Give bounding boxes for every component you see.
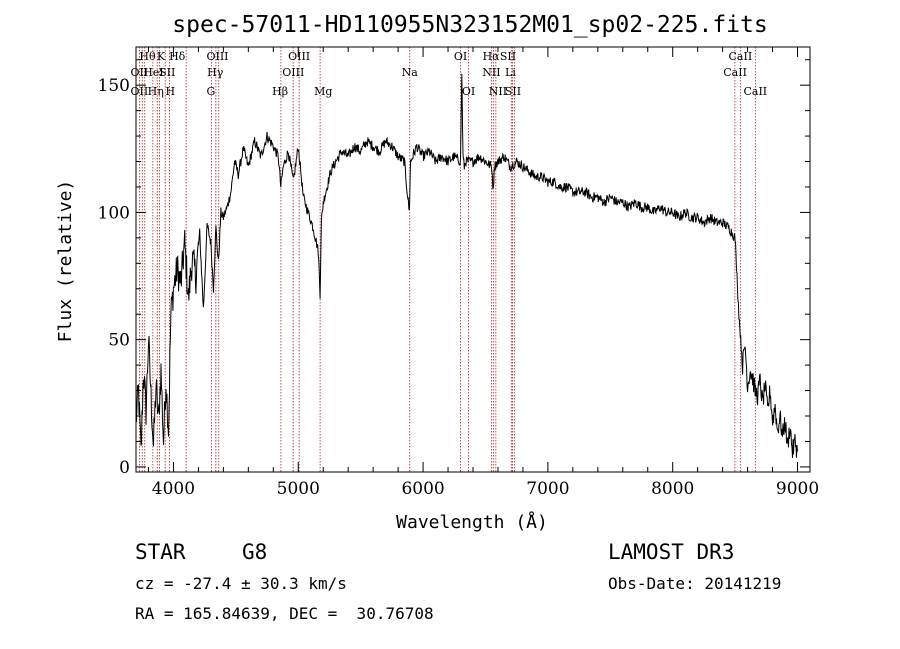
spectral-line-label: H xyxy=(166,85,176,98)
spectral-line-label: Hα xyxy=(483,50,501,63)
y-tick-label: 0 xyxy=(119,458,130,478)
spectral-line-label: OII xyxy=(131,85,149,98)
y-tick-label: 50 xyxy=(108,331,130,351)
axis-ticks xyxy=(136,47,810,472)
spectral-line-label: CaII xyxy=(723,66,747,79)
y-tick-label: 100 xyxy=(98,203,130,223)
spectral-line-label: OI xyxy=(454,50,467,63)
spectral-line-label: CaII xyxy=(729,50,753,63)
x-tick-label: 5000 xyxy=(277,479,320,499)
x-tick-label: 4000 xyxy=(152,479,195,499)
spectral-line-label: OIII xyxy=(206,50,228,63)
redshift-velocity: cz = -27.4 ± 30.3 km/s xyxy=(135,574,347,593)
x-tick-label: 9000 xyxy=(776,479,819,499)
spectral-line-label: OIII xyxy=(282,66,304,79)
spectral-line-labels: OII OII Hθ HeI Hη K SII H Hδ G Hγ OIII Hβ OIII OIII Mg N… xyxy=(131,50,768,98)
spectral-line-label: CaII xyxy=(743,85,767,98)
x-tick-label: 6000 xyxy=(401,479,444,499)
spectral-line-label: K xyxy=(157,50,166,63)
spectral-line-label: Na xyxy=(402,66,419,79)
spectral-line-label: SII xyxy=(500,50,516,63)
x-tick-label: 8000 xyxy=(651,479,694,499)
spectral-line-label: OI xyxy=(462,85,475,98)
spectral-line-label: Hγ xyxy=(207,66,224,79)
x-tick-label: 7000 xyxy=(526,479,569,499)
chart-title: spec-57011-HD110955N323152M01_sp02-225.f… xyxy=(172,12,767,38)
x-axis-label: Wavelength (Å) xyxy=(396,511,548,533)
axis-tick-labels: 4000 5000 6000 7000 8000 9000 0 50 100 150 xyxy=(98,76,820,499)
object-subclass: G8 xyxy=(242,540,268,564)
spectral-line-label: HeI xyxy=(143,66,163,79)
flux-series-line xyxy=(135,73,798,458)
spectral-line-label: Hθ xyxy=(139,50,156,63)
spectral-line-label: SII xyxy=(505,85,521,98)
spectral-line-label: Hδ xyxy=(169,50,186,63)
spectral-line-label: NII xyxy=(482,66,500,79)
spectral-line-label: Mg xyxy=(314,85,332,98)
spectral-line-label: Hη xyxy=(148,85,164,98)
spectral-line-label: OII xyxy=(131,66,149,79)
y-tick-label: 150 xyxy=(98,76,130,96)
spectral-line-label: Hβ xyxy=(272,85,288,98)
survey-name: LAMOST DR3 xyxy=(608,540,735,564)
spectral-line-label: OIII xyxy=(288,50,310,63)
y-axis-label: Flux (relative) xyxy=(55,180,76,343)
object-class: STAR xyxy=(135,540,186,564)
spectral-line-label: G xyxy=(206,85,215,98)
plot-frame xyxy=(135,46,811,473)
coordinates: RA = 165.84639, DEC = 30.76708 xyxy=(135,604,434,623)
spectral-line-label: NII xyxy=(489,85,507,98)
spectral-line-label: SII xyxy=(159,66,175,79)
spectral-lines xyxy=(138,47,756,472)
spectral-line-label: Li xyxy=(505,66,516,79)
observation-date: Obs-Date: 20141219 xyxy=(608,574,782,593)
